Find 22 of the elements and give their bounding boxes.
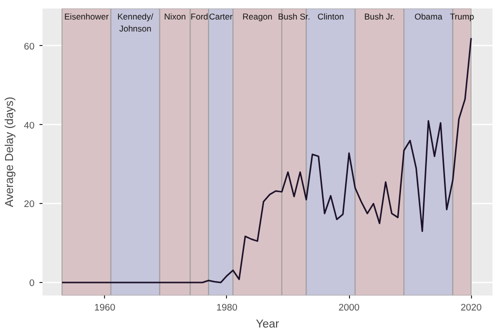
- x-axis-title: Year: [256, 318, 280, 330]
- band-label: Bush Jr.: [364, 12, 395, 22]
- band-label: Bush Sr.: [278, 12, 310, 22]
- y-axis-title: Average Delay (days): [4, 96, 16, 208]
- y-tick-label: 60: [24, 41, 35, 52]
- band-label: Nixon: [164, 12, 186, 22]
- band-label: Carter: [208, 12, 233, 22]
- band-label: Trump: [450, 12, 474, 22]
- x-tick-label: 2000: [338, 302, 360, 314]
- y-tick-label: 40: [24, 120, 35, 132]
- y-tick-label: 0: [29, 278, 35, 289]
- y-tick-label: 20: [24, 199, 35, 210]
- band-label: Clinton: [317, 12, 344, 22]
- line-series: [61, 37, 472, 284]
- band-label: Reagon: [242, 12, 273, 22]
- band-label: Obama: [414, 12, 443, 22]
- band-label: Ford: [190, 12, 208, 22]
- band-label: Eisenhower: [64, 12, 109, 22]
- x-tick-label: 1960: [94, 302, 116, 314]
- x-tick-label: 1980: [216, 302, 238, 314]
- x-tick-label: 2020: [460, 302, 482, 314]
- band-label: Kennedy/ Johnson: [117, 12, 154, 34]
